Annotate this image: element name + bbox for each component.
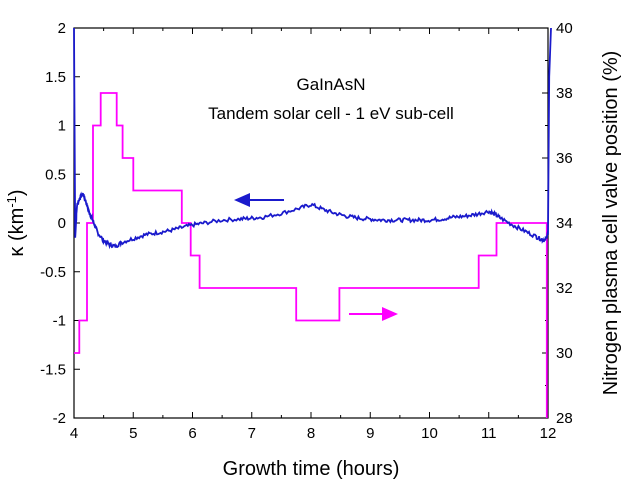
right-axis-arrow: [349, 307, 398, 321]
y-right-tick-label: 28: [556, 410, 573, 427]
y-right-tick-label: 38: [556, 85, 573, 102]
x-axis-label: Growth time (hours): [223, 458, 400, 480]
x-tick-label: 7: [248, 425, 256, 442]
x-tick-label: 9: [366, 425, 374, 442]
plot-area: [73, 27, 549, 419]
y-right-tick-label: 40: [556, 20, 573, 37]
y-right-tick-label: 36: [556, 150, 573, 167]
y-left-tick-label: 1.5: [45, 69, 66, 86]
y-left-tick-label: 2: [58, 20, 66, 37]
y-right-ticks: 40 38 36 34 32 30 28: [542, 20, 573, 427]
y-right-tick-label: 32: [556, 280, 573, 297]
annotation-material: GaInAsN: [297, 75, 366, 94]
x-tick-label: 8: [307, 425, 315, 442]
series-curvature: [73, 27, 552, 250]
x-tick-label: 5: [129, 425, 137, 442]
y-left-ticks: 2 1.5 1 0.5 0 -0.5 -1 -1.5 -2: [40, 20, 80, 427]
y-left-tick-label: -2: [53, 410, 66, 427]
x-tick-label: 4: [70, 425, 78, 442]
y-left-tick-label: -1: [53, 313, 66, 330]
x-tick-label: 12: [540, 425, 557, 442]
y-right-tick-label: 30: [556, 345, 573, 362]
left-axis-arrow: [234, 193, 284, 207]
x-tick-label: 11: [481, 425, 497, 442]
x-tick-label: 6: [188, 425, 196, 442]
y-axis-label-right: Nitrogen plasma cell valve position (%): [600, 51, 622, 396]
x-tick-label: 10: [421, 425, 438, 442]
curvature-line: [73, 27, 552, 250]
y-left-tick-label: 1: [58, 118, 66, 135]
y-left-tick-label: 0.5: [45, 166, 66, 183]
x-ticks: 4 5 6 7 8 9 10 11 12: [70, 28, 557, 442]
y-left-tick-label: 0: [58, 215, 66, 232]
annotation-device: Tandem solar cell - 1 eV sub-cell: [208, 104, 454, 123]
y-right-tick-label: 34: [556, 215, 573, 232]
y-left-tick-label: -1.5: [40, 361, 66, 378]
y-axis-label-left: κ (km-1): [4, 189, 28, 256]
y-left-tick-label: -0.5: [40, 264, 66, 281]
